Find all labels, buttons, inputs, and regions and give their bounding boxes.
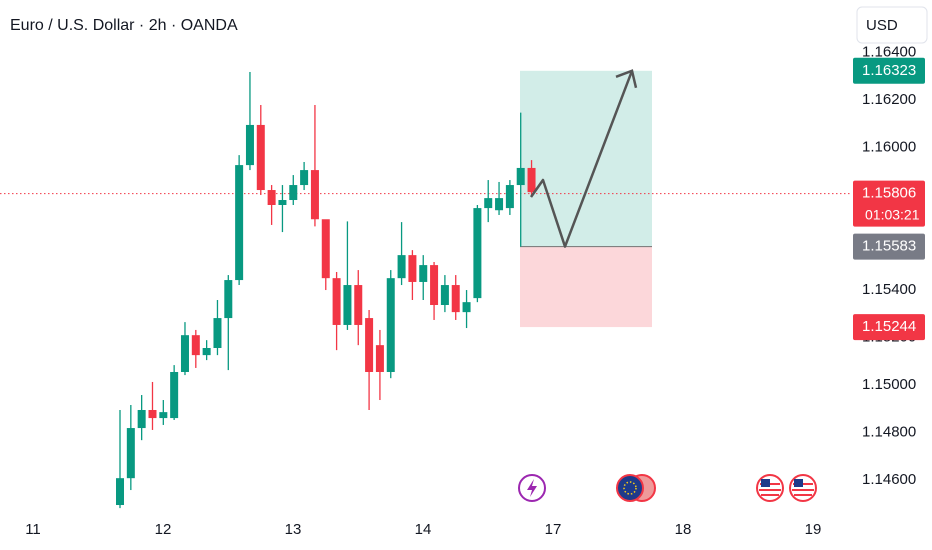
candle-body	[137, 409, 146, 429]
candle-body	[159, 412, 168, 419]
currency[interactable]: USD	[866, 17, 898, 34]
candle-body	[126, 428, 135, 479]
candle-body	[235, 165, 244, 281]
candle-body	[484, 198, 493, 209]
candle-body	[365, 318, 374, 372]
candle-body	[289, 185, 298, 201]
candle-body	[300, 170, 309, 186]
candle-body	[430, 265, 439, 306]
flag-canton	[761, 479, 770, 487]
candle-body	[148, 409, 157, 419]
y-tick-label: 1.16000	[862, 138, 916, 155]
candle-body	[516, 167, 525, 186]
x-tick-label: 19	[805, 521, 822, 538]
y-tick-label: 1.14800	[862, 424, 916, 441]
candle-body	[310, 170, 319, 220]
stop-label: 1.15244	[862, 318, 916, 335]
candle-body	[505, 185, 514, 209]
flag-canton	[794, 479, 803, 487]
x-tick-label: 12	[155, 521, 172, 538]
us-flag-icon[interactable]	[789, 474, 817, 502]
candle-body	[267, 190, 276, 205]
x-tick-label: 17	[545, 521, 562, 538]
last-price-box	[853, 180, 925, 227]
projection-arrow	[529, 70, 634, 248]
candle-body	[332, 278, 341, 325]
stop-label-box	[853, 314, 925, 341]
candle-body	[408, 255, 417, 282]
candle-body	[386, 278, 395, 372]
x-tick-label: 11	[25, 521, 41, 538]
eu-flag-icon[interactable]	[616, 474, 644, 502]
candle-body	[527, 167, 536, 193]
x-tick-label: 18	[675, 521, 692, 538]
candle-body	[321, 219, 330, 279]
plot-area: 1.146001.148001.150001.152001.154001.160…	[0, 43, 916, 509]
entry-label: 1.15583	[862, 238, 916, 255]
candle-body	[473, 208, 482, 299]
candle-body	[256, 124, 265, 191]
x-tick-label: 14	[415, 521, 432, 538]
y-tick-label: 1.16200	[862, 91, 916, 108]
chart-title: Euro / U.S. Dollar · 2h · OANDA	[10, 17, 238, 34]
x-tick-label: 13	[285, 521, 302, 538]
candle-body	[213, 318, 222, 348]
candle-body	[397, 255, 406, 279]
entry-label-box	[853, 233, 925, 260]
candle-body	[440, 285, 449, 306]
y-tick-label: 1.14600	[862, 471, 916, 488]
target-label-box	[853, 57, 925, 84]
candle-body	[245, 124, 254, 166]
candle-body	[224, 280, 233, 319]
eu-stars	[623, 481, 637, 495]
candle-body	[180, 335, 189, 372]
candle-body	[202, 347, 211, 356]
y-tick-label: 1.15000	[862, 376, 916, 393]
candle-body	[419, 265, 428, 282]
candle-body	[375, 345, 384, 372]
candle-body	[451, 285, 460, 313]
candle-body	[462, 302, 471, 313]
countdown: 01:03:21	[865, 206, 920, 222]
candle-body	[354, 285, 363, 325]
candle-body	[116, 478, 124, 506]
y-tick-label: 1.15400	[862, 281, 916, 298]
lightning	[527, 479, 537, 497]
candle-body	[191, 335, 200, 356]
candle-body	[170, 371, 179, 419]
loss-zone	[520, 246, 652, 328]
candle-body	[343, 285, 352, 325]
target-label: 1.16323	[862, 62, 916, 79]
us-flag-icon[interactable]	[756, 474, 784, 502]
candle-body	[495, 198, 504, 211]
candle-body	[278, 200, 287, 205]
last-price-label: 1.15806	[862, 185, 916, 202]
event-icons	[518, 474, 817, 502]
y-tick-label: 1.16400	[862, 43, 916, 60]
arrow-head	[615, 69, 638, 89]
profit-zone	[520, 70, 652, 247]
currency-box[interactable]	[856, 6, 928, 44]
